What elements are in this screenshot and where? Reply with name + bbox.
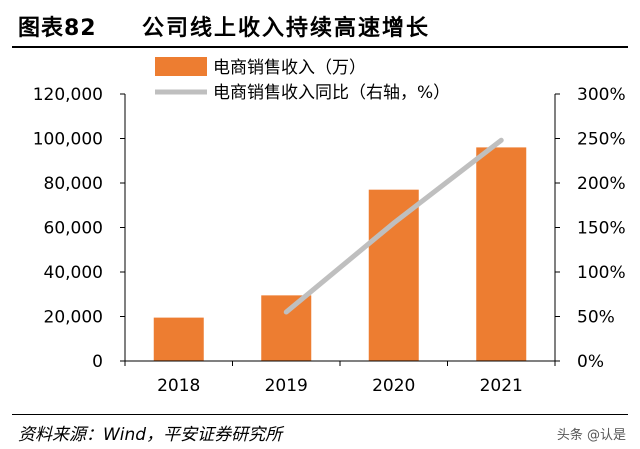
right-tick-label: 0% — [577, 352, 604, 372]
left-tick-label: 0 — [92, 352, 103, 372]
legend-swatch-bar — [155, 57, 207, 76]
left-tick-label: 20,000 — [44, 308, 103, 328]
left-tick-label: 40,000 — [44, 263, 103, 283]
left-tick-label: 80,000 — [44, 174, 103, 194]
right-tick-label: 100% — [577, 263, 626, 283]
bar-2019 — [261, 295, 312, 361]
bar-2020 — [368, 189, 419, 361]
right-tick-label: 300% — [577, 85, 626, 105]
x-tick-label: 2020 — [372, 376, 415, 396]
bar-2021 — [476, 147, 527, 361]
x-tick-label: 2018 — [157, 376, 200, 396]
bar-2018 — [153, 317, 204, 361]
x-tick-label: 2021 — [480, 376, 523, 396]
chart-title: 公司线上收入持续高速增长 — [142, 16, 431, 41]
figure-number: 图表82 — [18, 16, 97, 41]
title-divider — [12, 46, 628, 48]
left-tick-label: 120,000 — [33, 85, 103, 105]
left-tick-label: 100,000 — [33, 130, 103, 150]
left-tick-label: 60,000 — [44, 219, 103, 239]
right-tick-label: 250% — [577, 130, 626, 150]
right-tick-label: 50% — [577, 308, 615, 328]
title-bar: 图表82 公司线上收入持续高速增长 — [12, 8, 628, 42]
legend-label-bar: 电商销售收入（万） — [213, 58, 366, 78]
watermark: 头条 @认是 — [556, 428, 626, 443]
right-tick-label: 150% — [577, 219, 626, 239]
source-note: 资料来源：Wind，平安证券研究所 — [18, 425, 283, 445]
legend-label-line: 电商销售收入同比（右轴，%） — [213, 83, 450, 103]
source-divider — [12, 414, 628, 415]
right-tick-label: 200% — [577, 174, 626, 194]
x-tick-label: 2019 — [265, 376, 308, 396]
